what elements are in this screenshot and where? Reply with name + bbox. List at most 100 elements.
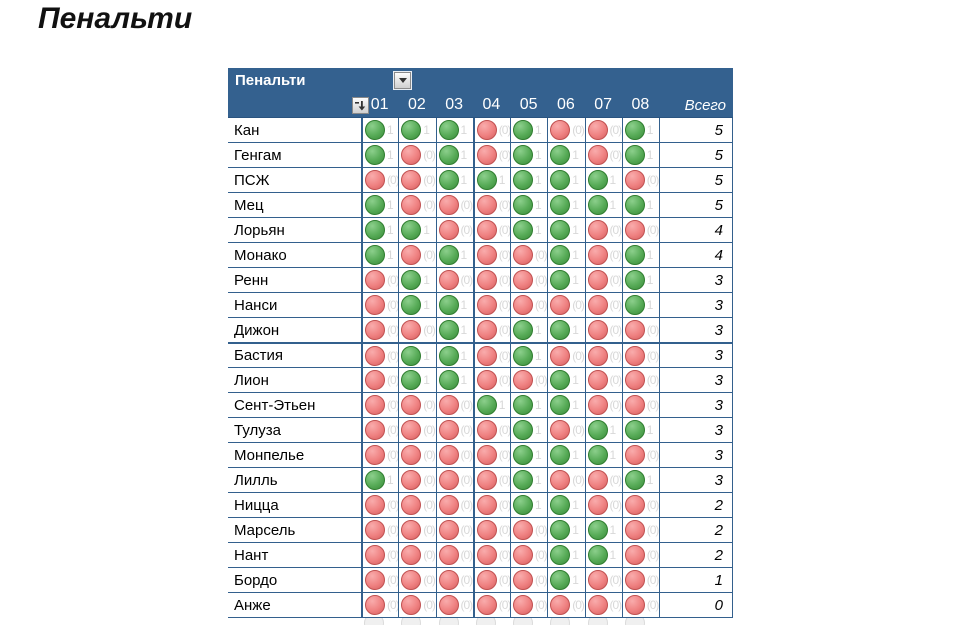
result-cell[interactable]: 1 — [547, 568, 584, 592]
result-cell[interactable]: 1 — [472, 168, 510, 192]
team-name-cell[interactable]: Генгам — [234, 146, 282, 164]
total-cell[interactable]: 3 — [659, 344, 733, 367]
result-cell[interactable]: 1 — [547, 318, 584, 342]
result-cell[interactable]: (0) — [621, 318, 659, 342]
result-cell[interactable]: 1 — [361, 468, 398, 492]
result-cell[interactable]: (0) — [398, 168, 436, 192]
result-cell[interactable]: 1 — [398, 368, 435, 392]
result-cell[interactable]: (0) — [398, 318, 436, 342]
result-cell[interactable]: 1 — [510, 218, 547, 242]
result-cell[interactable]: (0) — [472, 368, 510, 392]
result-cell[interactable]: (0) — [510, 593, 547, 617]
result-cell[interactable]: 1 — [547, 393, 584, 417]
result-cell[interactable]: 1 — [472, 393, 510, 417]
result-cell[interactable]: 1 — [621, 468, 659, 492]
result-cell[interactable]: (0) — [435, 393, 473, 417]
result-cell[interactable]: (0) — [621, 493, 659, 517]
result-cell[interactable]: (0) — [472, 143, 510, 167]
sort-filter-button[interactable] — [352, 97, 369, 114]
result-cell[interactable]: (0) — [510, 518, 547, 542]
result-cell[interactable]: (0) — [472, 493, 510, 517]
result-cell[interactable]: 1 — [510, 143, 547, 167]
total-cell[interactable]: 0 — [659, 593, 733, 617]
result-cell[interactable]: (0) — [621, 568, 659, 592]
result-cell[interactable]: (0) — [510, 568, 547, 592]
total-cell[interactable]: 3 — [659, 368, 733, 392]
result-cell[interactable]: (0) — [584, 318, 622, 342]
result-cell[interactable]: (0) — [584, 293, 622, 317]
result-cell[interactable]: (0) — [435, 568, 473, 592]
result-cell[interactable]: (0) — [472, 593, 510, 617]
result-cell[interactable]: 1 — [510, 468, 547, 492]
result-cell[interactable]: (0) — [472, 268, 510, 292]
result-cell[interactable]: (0) — [435, 593, 473, 617]
total-cell[interactable]: 5 — [659, 193, 733, 217]
result-cell[interactable]: 1 — [510, 168, 547, 192]
result-cell[interactable]: (0) — [621, 543, 659, 567]
total-cell[interactable]: 2 — [659, 518, 733, 542]
result-cell[interactable]: (0) — [398, 193, 436, 217]
result-cell[interactable]: 1 — [361, 118, 398, 142]
total-cell[interactable]: 2 — [659, 493, 733, 517]
result-cell[interactable]: 1 — [547, 243, 584, 267]
result-cell[interactable]: (0) — [398, 443, 436, 467]
result-cell[interactable]: 1 — [621, 418, 659, 442]
result-cell[interactable]: (0) — [621, 368, 659, 392]
result-cell[interactable]: (0) — [584, 393, 622, 417]
result-cell[interactable]: (0) — [361, 344, 398, 367]
result-cell[interactable]: 1 — [547, 518, 584, 542]
result-cell[interactable]: 1 — [435, 143, 473, 167]
result-cell[interactable]: (0) — [361, 493, 398, 517]
team-name-cell[interactable]: Монпелье — [234, 446, 305, 464]
result-cell[interactable]: 1 — [584, 168, 622, 192]
result-cell[interactable]: (0) — [435, 543, 473, 567]
result-cell[interactable]: 1 — [435, 168, 473, 192]
result-cell[interactable]: 1 — [361, 143, 398, 167]
total-cell[interactable]: 3 — [659, 318, 733, 342]
result-cell[interactable]: (0) — [584, 468, 622, 492]
result-cell[interactable]: (0) — [361, 393, 398, 417]
result-cell[interactable]: (0) — [472, 243, 510, 267]
result-cell[interactable]: (0) — [435, 193, 473, 217]
result-cell[interactable]: 1 — [584, 193, 622, 217]
result-cell[interactable]: 1 — [361, 193, 398, 217]
team-name-cell[interactable]: Бастия — [234, 347, 284, 364]
total-cell[interactable]: 5 — [659, 168, 733, 192]
team-name-cell[interactable]: Дижон — [234, 321, 280, 339]
result-cell[interactable]: (0) — [584, 593, 622, 617]
result-cell[interactable]: (0) — [398, 568, 436, 592]
result-cell[interactable]: 1 — [398, 344, 435, 367]
result-cell[interactable]: 1 — [435, 118, 473, 142]
result-cell[interactable]: (0) — [361, 568, 398, 592]
result-cell[interactable]: (0) — [361, 518, 398, 542]
result-cell[interactable]: (0) — [361, 443, 398, 467]
result-cell[interactable]: (0) — [472, 293, 510, 317]
result-cell[interactable]: 1 — [621, 243, 659, 267]
team-name-cell[interactable]: Монако — [234, 246, 287, 264]
team-name-cell[interactable]: Лорьян — [234, 221, 285, 239]
result-cell[interactable]: 1 — [584, 543, 622, 567]
result-cell[interactable]: 1 — [621, 268, 659, 292]
result-cell[interactable]: 1 — [361, 243, 398, 267]
result-cell[interactable]: (0) — [510, 293, 547, 317]
team-name-cell[interactable]: Ницца — [234, 496, 279, 514]
result-cell[interactable]: (0) — [510, 368, 547, 392]
team-name-cell[interactable]: Лион — [234, 371, 269, 389]
result-cell[interactable]: (0) — [472, 218, 510, 242]
result-cell[interactable]: 1 — [510, 493, 547, 517]
result-cell[interactable]: (0) — [510, 268, 547, 292]
result-cell[interactable]: (0) — [361, 268, 398, 292]
result-cell[interactable]: (0) — [435, 443, 473, 467]
column-header-04[interactable]: 04 — [482, 96, 501, 113]
result-cell[interactable]: (0) — [621, 443, 659, 467]
result-cell[interactable]: (0) — [621, 518, 659, 542]
result-cell[interactable]: 1 — [510, 118, 547, 142]
result-cell[interactable]: 1 — [510, 344, 547, 367]
result-cell[interactable]: (0) — [547, 593, 585, 617]
result-cell[interactable]: 1 — [510, 418, 547, 442]
total-cell[interactable]: 5 — [659, 118, 733, 142]
result-cell[interactable]: 1 — [398, 118, 435, 142]
result-cell[interactable]: 1 — [547, 368, 584, 392]
result-cell[interactable]: (0) — [621, 593, 659, 617]
result-cell[interactable]: 1 — [398, 293, 435, 317]
